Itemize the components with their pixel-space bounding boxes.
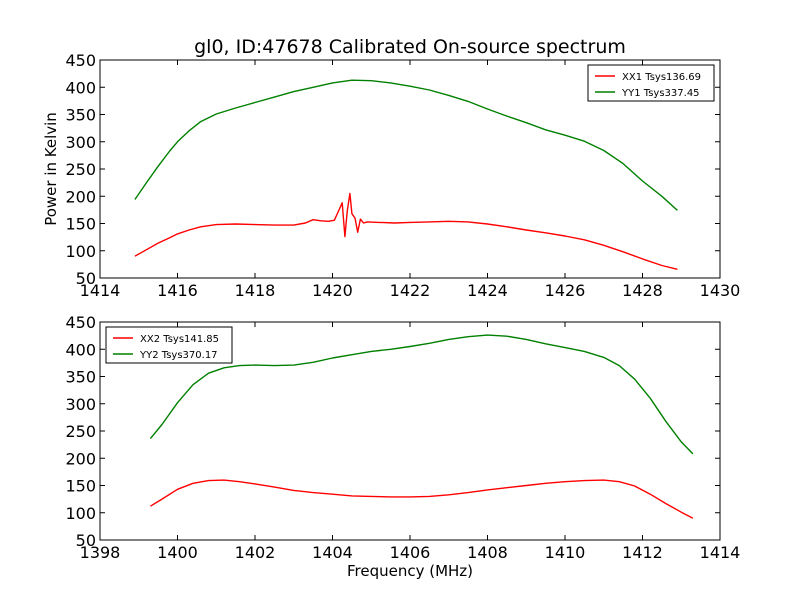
x-tick-label: 1398 <box>80 543 121 562</box>
y-tick-label: 150 <box>65 215 96 234</box>
x-tick-label: 1416 <box>157 281 198 300</box>
legend-box <box>105 326 233 364</box>
x-tick-label: 1424 <box>467 281 508 300</box>
y-tick-label: 450 <box>65 313 96 332</box>
y-tick-label: 350 <box>65 368 96 387</box>
legend: XX2 Tsys141.85 YY2 Tsys370.17 <box>105 326 233 364</box>
chart-title: gl0, ID:47678 Calibrated On-source spect… <box>194 36 626 58</box>
y-tick-label: 300 <box>65 133 96 152</box>
y-tick-label: 200 <box>65 187 96 206</box>
y-tick-label: 50 <box>76 531 96 550</box>
legend: XX1 Tsys136.69 YY1 Tsys337.45 <box>587 64 715 102</box>
x-tick-label: 1412 <box>622 543 663 562</box>
y-tick-label: 350 <box>65 106 96 125</box>
x-tick-label: 1430 <box>700 281 741 300</box>
legend-label: XX1 Tsys136.69 <box>622 72 701 83</box>
y-tick-label: 200 <box>65 449 96 468</box>
y-tick-label: 100 <box>65 242 96 261</box>
y-tick-label: 450 <box>65 51 96 70</box>
series-line-2-2 <box>149 334 694 455</box>
y-tick-label: 150 <box>65 477 96 496</box>
series-line-1-1 <box>134 192 678 270</box>
y-tick-label: 250 <box>65 160 96 179</box>
x-tick-label: 1414 <box>80 281 121 300</box>
series-line-1-2 <box>134 79 678 211</box>
plot-panels: 1414 1416 1418 1420 1422 1424 1426 1428 1430 50 10… <box>65 51 740 562</box>
x-axis-label: Frequency (MHz) <box>347 562 473 580</box>
y-tick-label: 50 <box>76 269 96 288</box>
y-tick-label: 250 <box>65 422 96 441</box>
y-tick-label: 400 <box>65 78 96 97</box>
x-tick-label: 1426 <box>545 281 586 300</box>
y-tick-label: 100 <box>65 504 96 523</box>
x-tick-label: 1422 <box>390 281 431 300</box>
x-tick-label: 1414 <box>700 543 741 562</box>
y-tick-label: 400 <box>65 340 96 359</box>
y-tick-label: 300 <box>65 395 96 414</box>
x-tick-label: 1420 <box>312 281 353 300</box>
x-tick-label: 1404 <box>312 543 353 562</box>
x-tick-label: 1406 <box>390 543 431 562</box>
series-line-2-1 <box>150 479 694 519</box>
panel-1: 1414 1416 1418 1420 1422 1424 1426 1428 1430 50 10… <box>65 51 740 300</box>
x-tick-label: 1400 <box>157 543 198 562</box>
x-tick-label: 1408 <box>467 543 508 562</box>
legend-box <box>587 64 715 102</box>
panel-2: 1398 1400 1402 1404 1406 1408 1410 1412 1414 50 10… <box>65 313 740 562</box>
legend-label: YY1 Tsys337.45 <box>621 88 700 99</box>
legend-label: XX2 Tsys141.85 <box>140 334 219 345</box>
x-tick-label: 1402 <box>235 543 276 562</box>
x-tick-label: 1410 <box>545 543 586 562</box>
x-tick-label: 1418 <box>235 281 276 300</box>
x-tick-label: 1428 <box>622 281 663 300</box>
y-axis-label: Power in Kelvin <box>42 112 60 226</box>
legend-label: YY2 Tsys370.17 <box>139 350 218 361</box>
